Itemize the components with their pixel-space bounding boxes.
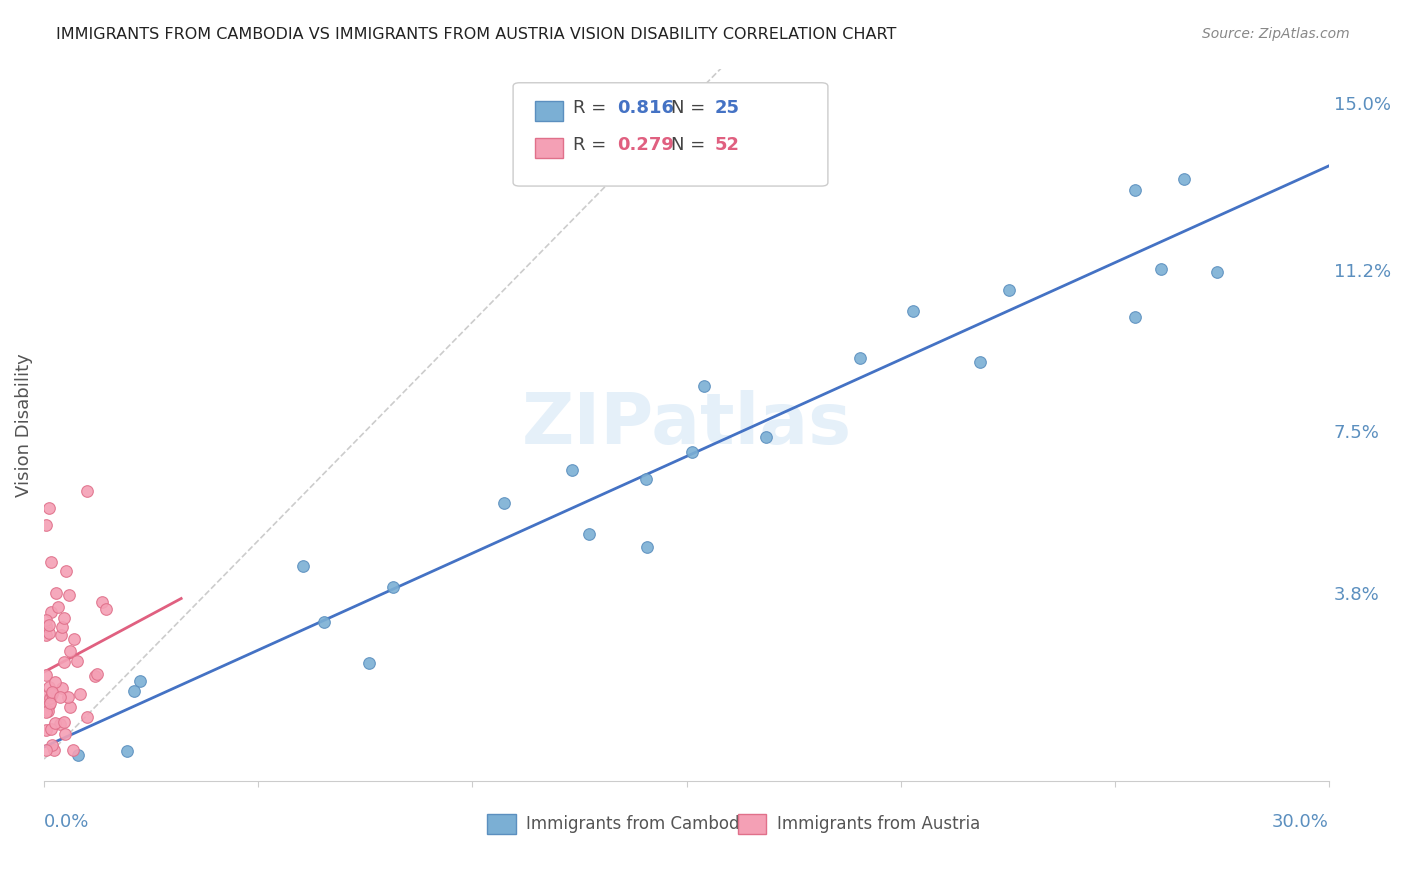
Text: 52: 52 [714, 136, 740, 153]
Point [755, 430, 778, 444]
Point [681, 445, 703, 459]
Point [51, 619, 73, 633]
FancyBboxPatch shape [534, 101, 564, 120]
Text: N =: N = [671, 99, 711, 117]
Text: 25: 25 [714, 99, 740, 117]
Text: 0.0%: 0.0% [44, 813, 90, 831]
Text: Source: ZipAtlas.com: Source: ZipAtlas.com [1202, 27, 1350, 41]
Point [90, 595, 112, 609]
FancyBboxPatch shape [738, 814, 766, 834]
Point [66, 654, 89, 668]
Point [62, 743, 84, 757]
Point [39, 722, 62, 736]
Point [1150, 262, 1173, 277]
Point [292, 559, 315, 574]
Text: 30.0%: 30.0% [1272, 813, 1329, 831]
Point [35, 619, 58, 633]
Text: 0.279: 0.279 [617, 136, 673, 153]
Point [59, 643, 82, 657]
Point [35, 689, 58, 703]
Point [35, 705, 58, 719]
Point [38, 500, 60, 515]
Y-axis label: Vision Disability: Vision Disability [15, 353, 32, 497]
Point [1206, 264, 1229, 278]
Point [128, 673, 150, 688]
Point [49, 690, 72, 705]
Text: R =: R = [574, 99, 613, 117]
Point [1123, 183, 1146, 197]
Point [634, 473, 657, 487]
Point [49, 716, 72, 731]
Point [636, 540, 658, 554]
Point [35, 743, 58, 757]
Point [45, 586, 67, 600]
Text: ZIPatlas: ZIPatlas [522, 390, 852, 459]
Point [59, 700, 82, 714]
FancyBboxPatch shape [534, 137, 564, 158]
Point [38, 696, 60, 710]
Point [115, 744, 138, 758]
Text: Immigrants from Austria: Immigrants from Austria [776, 814, 980, 832]
Point [55, 727, 77, 741]
FancyBboxPatch shape [513, 83, 828, 186]
Point [41, 687, 63, 701]
Point [849, 351, 872, 365]
Point [44, 675, 66, 690]
Point [1123, 310, 1146, 324]
Point [84, 669, 107, 683]
Text: R =: R = [574, 136, 613, 153]
Point [38, 625, 60, 640]
Point [76, 484, 98, 499]
Point [76, 710, 98, 724]
Point [901, 303, 924, 318]
Point [124, 684, 146, 698]
Point [53, 611, 76, 625]
Point [86, 667, 108, 681]
Point [63, 632, 86, 647]
Text: 0.816: 0.816 [617, 99, 675, 117]
Point [39, 555, 62, 569]
Point [35, 668, 58, 682]
Point [1173, 172, 1195, 186]
Point [35, 628, 58, 642]
FancyBboxPatch shape [488, 814, 516, 834]
Point [381, 581, 404, 595]
Point [969, 354, 991, 368]
Point [52, 655, 75, 669]
Point [58, 588, 80, 602]
Point [35, 723, 58, 738]
Point [578, 527, 600, 541]
Point [35, 613, 58, 627]
Point [41, 685, 63, 699]
Point [35, 518, 58, 533]
Point [51, 681, 73, 695]
Point [94, 602, 117, 616]
Point [67, 747, 90, 762]
Text: N =: N = [671, 136, 711, 153]
Point [998, 283, 1021, 297]
Text: IMMIGRANTS FROM CAMBODIA VS IMMIGRANTS FROM AUSTRIA VISION DISABILITY CORRELATIO: IMMIGRANTS FROM CAMBODIA VS IMMIGRANTS F… [56, 27, 897, 42]
Point [55, 564, 77, 578]
Point [38, 698, 60, 712]
Point [492, 496, 515, 510]
Point [312, 615, 335, 629]
Point [561, 463, 583, 477]
Point [69, 687, 91, 701]
Point [49, 628, 72, 642]
Point [56, 690, 79, 705]
Point [44, 743, 66, 757]
Point [39, 690, 62, 705]
Point [41, 738, 63, 752]
Point [46, 600, 69, 615]
Point [44, 716, 66, 731]
Point [38, 681, 60, 695]
Point [41, 605, 63, 619]
Text: Immigrants from Cambodia: Immigrants from Cambodia [526, 814, 754, 832]
Point [693, 379, 716, 393]
Point [359, 657, 381, 671]
Point [38, 618, 60, 632]
Point [52, 714, 75, 729]
Point [37, 704, 59, 718]
